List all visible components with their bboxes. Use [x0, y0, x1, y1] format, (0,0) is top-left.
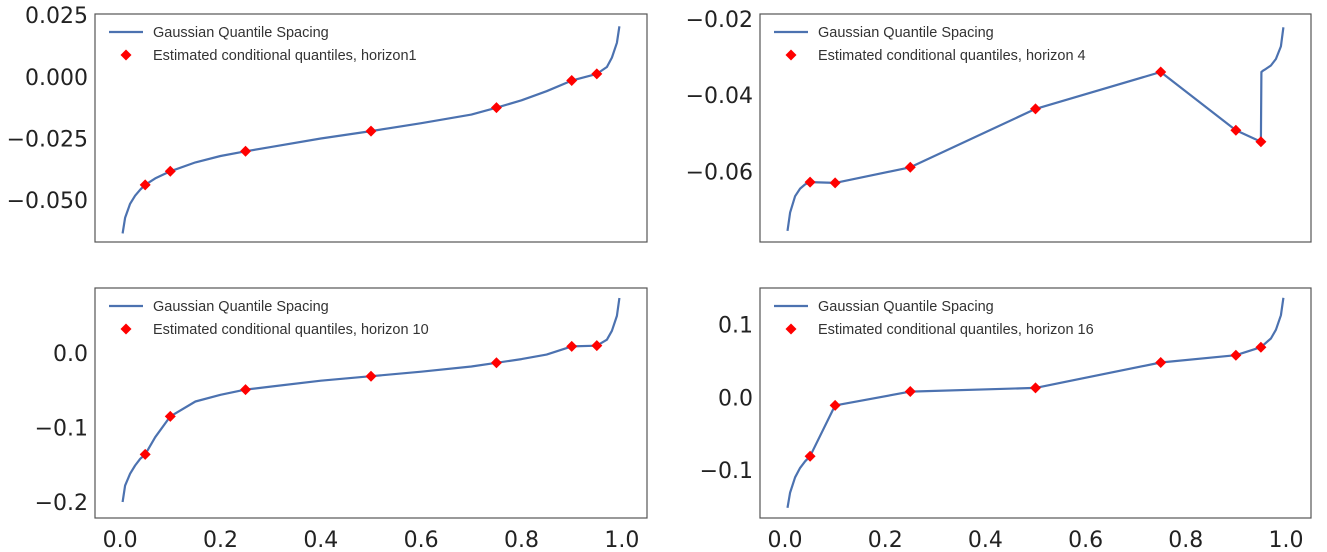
x-tick-label: 0.6: [404, 528, 439, 552]
y-tick-label: −0.1: [700, 459, 753, 484]
legend-marker-swatch: [785, 323, 797, 335]
y-tick-label: 0.025: [25, 4, 88, 29]
chart-panel-bottom-left: 0.0 −0.1 −0.2 0.0 0.2 0.4 0.6 0.8 1.0 Gaussian Qu…: [35, 287, 648, 552]
quantile-marker: [1255, 136, 1267, 148]
x-tick-label: 0.6: [1068, 528, 1103, 552]
x-tick-label: 0.2: [203, 528, 238, 552]
y-tick-label: −0.02: [686, 8, 753, 33]
x-tick-label: 0.2: [868, 528, 903, 552]
y-tick-label: 0.0: [53, 342, 88, 367]
y-tick-label: −0.050: [7, 189, 88, 214]
quantile-marker: [829, 399, 841, 411]
x-tick-label: 0.8: [1168, 528, 1203, 552]
legend-label: Estimated conditional quantiles, horizon…: [818, 48, 1086, 64]
x-tick-label: 0.4: [303, 528, 338, 552]
legend-label: Estimated conditional quantiles, horizon…: [153, 48, 417, 64]
quantile-marker: [490, 357, 502, 369]
quantile-marker: [566, 75, 578, 87]
quantile-marker: [139, 179, 151, 191]
legend-label: Gaussian Quantile Spacing: [818, 299, 994, 315]
plot-frame: [759, 287, 1312, 519]
legend-label: Gaussian Quantile Spacing: [153, 299, 329, 315]
legend-label: Gaussian Quantile Spacing: [818, 25, 994, 41]
legend-label: Estimated conditional quantiles, horizon…: [153, 322, 429, 338]
legend-marker-swatch: [785, 49, 797, 61]
quantile-marker: [591, 340, 603, 352]
chart-panel-top-right: −0.02 −0.04 −0.06 Gaussian Quantile Spacing…: [686, 8, 1312, 243]
quantile-marker: [1230, 124, 1242, 136]
quantile-marker: [240, 384, 252, 396]
x-tick-label: 0.0: [768, 528, 803, 552]
y-tick-label: 0.0: [718, 386, 753, 411]
quantile-marker: [240, 145, 252, 157]
plot-frame: [94, 287, 648, 519]
quantile-marker: [1030, 103, 1041, 115]
x-tick-label: 0.0: [103, 528, 138, 552]
quantile-marker: [829, 177, 841, 189]
quantile-marker: [490, 102, 502, 114]
quantile-marker: [1230, 349, 1242, 361]
quantile-marker: [365, 370, 377, 382]
y-tick-label: 0.000: [25, 66, 88, 91]
series-line-gaussian-quantile-spacing: [786, 297, 1285, 508]
y-tick-label: −0.2: [35, 491, 88, 516]
quantile-marker: [164, 165, 176, 177]
legend-label: Gaussian Quantile Spacing: [153, 25, 329, 41]
y-tick-label: −0.06: [686, 160, 753, 185]
quantile-marker: [1030, 382, 1041, 394]
chart-panel-bottom-right: 0.1 0.0 −0.1 0.0 0.2 0.4 0.6 0.8 1.0 Gaussian Qua…: [700, 287, 1312, 552]
x-tick-label: 1.0: [1268, 528, 1303, 552]
quantile-marker: [904, 161, 916, 173]
quantile-marker: [139, 448, 151, 460]
quantile-marker: [1155, 356, 1167, 368]
quantile-marker: [365, 125, 377, 137]
y-tick-label: −0.025: [7, 127, 88, 152]
chart-panel-top-left: 0.025 0.000 −0.025 −0.050 Gaussian Quantile …: [7, 4, 648, 243]
quantile-marker: [164, 410, 176, 422]
x-tick-label: 0.8: [504, 528, 539, 552]
quantile-marker: [804, 176, 816, 188]
x-tick-label: 1.0: [604, 528, 639, 552]
y-tick-label: −0.1: [35, 417, 88, 442]
quantile-marker: [591, 68, 603, 80]
quantile-marker: [804, 450, 816, 462]
plot-frame: [94, 13, 648, 243]
legend-marker-swatch: [120, 49, 132, 61]
legend-label: Estimated conditional quantiles, horizon…: [818, 322, 1094, 338]
quantile-marker: [1155, 66, 1167, 78]
quantile-marker: [566, 340, 578, 352]
x-tick-label: 0.4: [968, 528, 1003, 552]
quantile-marker: [904, 386, 916, 398]
quantile-marker: [1255, 341, 1267, 353]
y-tick-label: −0.04: [686, 84, 753, 109]
legend-marker-swatch: [120, 323, 132, 335]
y-tick-label: 0.1: [718, 314, 753, 339]
plot-frame: [759, 13, 1312, 243]
